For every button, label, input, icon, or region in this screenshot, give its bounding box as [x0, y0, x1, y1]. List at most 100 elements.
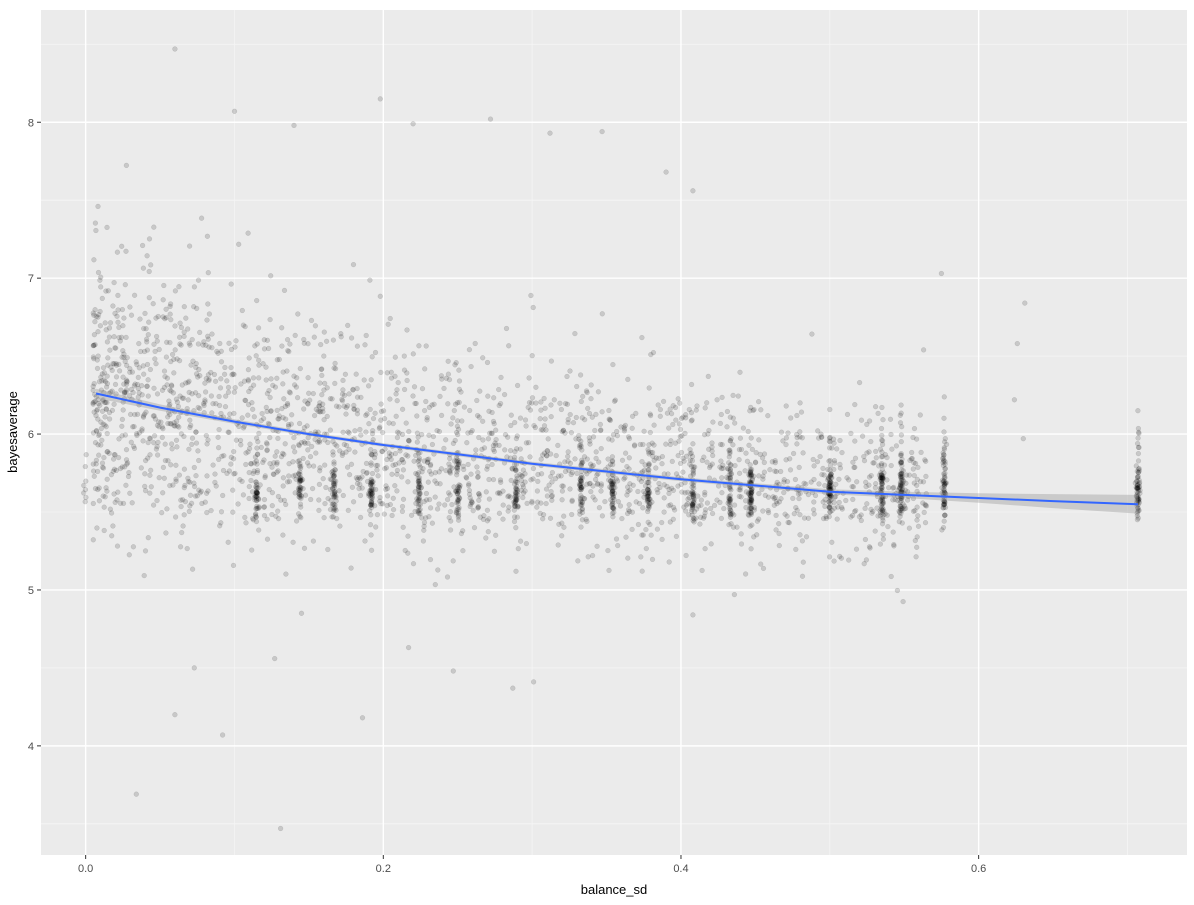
scatter-point [356, 474, 362, 481]
scatter-point [702, 405, 708, 411]
scatter-point [186, 378, 192, 384]
scatter-point [831, 499, 837, 506]
scatter-point [380, 429, 386, 436]
scatter-point [383, 486, 389, 493]
scatter-point [144, 383, 150, 390]
scatter-point [346, 446, 352, 453]
scatter-point [500, 502, 506, 508]
scatter-point [217, 340, 223, 347]
scatter-point [296, 420, 303, 427]
scatter-point [941, 518, 947, 524]
scatter-point [776, 499, 783, 505]
scatter-point [784, 513, 790, 519]
scatter-point [95, 203, 101, 210]
scatter-point [649, 440, 655, 446]
scatter-point [541, 450, 548, 456]
scatter-point [605, 456, 611, 462]
scatter-point [427, 556, 434, 563]
scatter-point [155, 419, 162, 425]
scatter-point [181, 333, 187, 340]
scatter-point [1011, 397, 1018, 403]
scatter-point [517, 415, 524, 421]
x-axis-title: balance_sd [581, 882, 648, 897]
scatter-point [215, 445, 222, 451]
scatter-point [577, 372, 584, 378]
scatter-point [377, 494, 383, 501]
scatter-point [104, 373, 110, 379]
scatter-point [599, 128, 605, 135]
scatter-point [172, 288, 179, 294]
scatter-point [388, 375, 395, 381]
scatter-point [861, 453, 867, 460]
scatter-point [293, 384, 300, 390]
x-tick-label: 0.2 [376, 863, 391, 875]
scatter-point [267, 316, 273, 323]
scatter-point [315, 439, 321, 445]
scatter-point [423, 343, 429, 349]
scatter-point [226, 429, 232, 436]
scatter-point [106, 450, 112, 456]
scatter-point [124, 379, 130, 385]
scatter-point [884, 454, 890, 461]
scatter-point [705, 373, 711, 380]
scatter-point [565, 449, 571, 455]
scatter-point [687, 446, 693, 453]
scatter-point [127, 365, 133, 372]
scatter-point [505, 434, 511, 440]
scatter-point [367, 277, 373, 283]
scatter-point [145, 535, 151, 541]
scatter-point [112, 345, 118, 351]
scatter-point [751, 406, 757, 413]
scatter-point [801, 480, 807, 486]
scatter-point [103, 485, 109, 491]
scatter-point [593, 449, 599, 455]
scatter-point [881, 470, 887, 476]
scatter-point [545, 436, 551, 442]
scatter-point [645, 493, 652, 499]
scatter-point [171, 422, 177, 429]
scatter-point [104, 448, 111, 455]
scatter-point [622, 475, 628, 481]
scatter-point [135, 385, 141, 392]
scatter-point [464, 440, 470, 446]
scatter-point [758, 407, 764, 413]
scatter-points [81, 46, 1143, 832]
scatter-point [153, 333, 160, 340]
scatter-point [640, 505, 646, 511]
scatter-point [1135, 450, 1142, 457]
scatter-point [290, 539, 296, 545]
scatter-point [446, 461, 452, 467]
scatter-point [670, 403, 676, 409]
scatter-point [103, 288, 109, 294]
scatter-point [414, 430, 421, 436]
scatter-point [747, 466, 753, 472]
scatter-point [698, 502, 704, 508]
scatter-point [151, 385, 157, 391]
scatter-point [772, 468, 778, 474]
scatter-point [635, 488, 641, 495]
scatter-point [141, 411, 148, 417]
scatter-point [555, 442, 561, 449]
scatter-point [627, 481, 633, 487]
scatter-point [415, 434, 421, 440]
scatter-point [810, 507, 817, 513]
scatter-point [423, 515, 429, 521]
scatter-point [636, 500, 643, 507]
scatter-point [852, 455, 859, 461]
x-tick-label: 0.4 [673, 863, 688, 875]
scatter-point [102, 399, 108, 406]
scatter-point [772, 460, 778, 466]
scatter-point [903, 480, 909, 486]
scatter-point [574, 470, 580, 477]
scatter-point [596, 459, 602, 465]
scatter-point [332, 380, 338, 387]
scatter-point [491, 548, 498, 554]
scatter-point [573, 436, 579, 442]
scatter-point [173, 418, 180, 424]
scatter-point [513, 491, 519, 498]
scatter-point [850, 459, 856, 465]
scatter-point [908, 456, 915, 462]
scatter-point [92, 440, 99, 446]
scatter-point [941, 429, 947, 435]
scatter-point [774, 500, 780, 507]
